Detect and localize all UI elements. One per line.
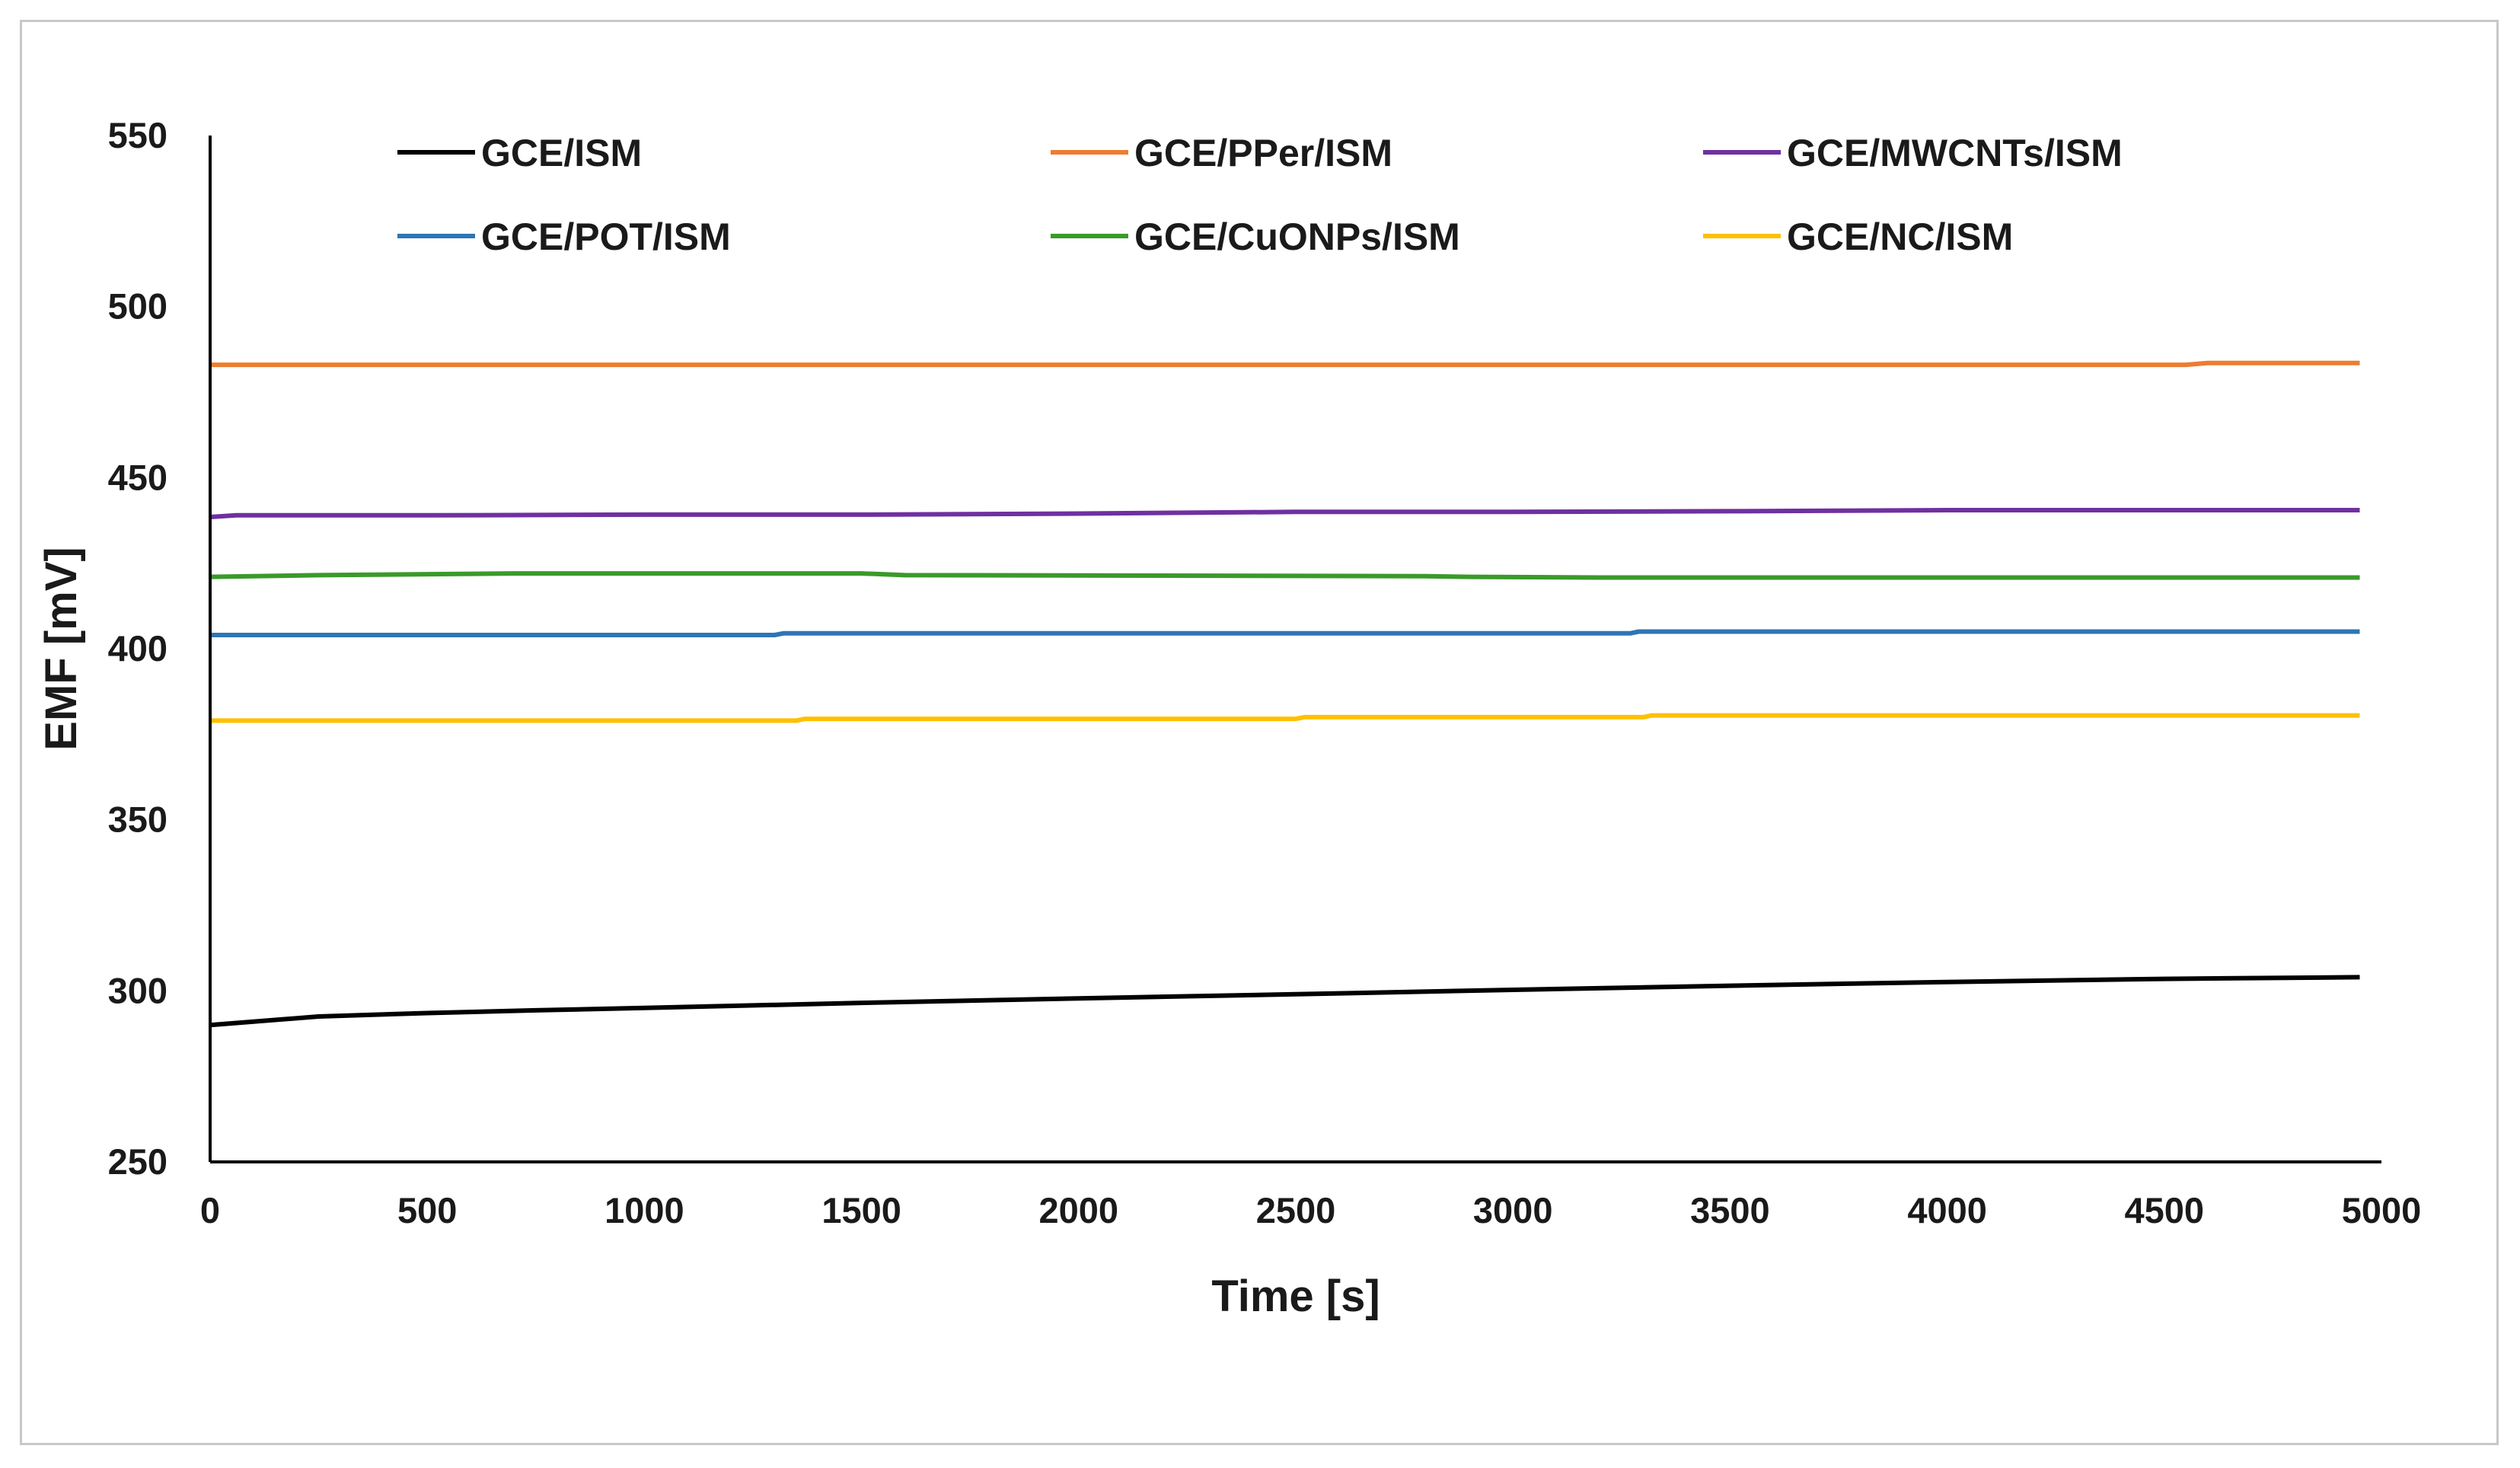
legend-label-3: GCE/POT/ISM: [481, 215, 731, 258]
x-tick-label: 4000: [1907, 1190, 1987, 1230]
x-tick-label: 2000: [1039, 1190, 1119, 1230]
series-line-4: [209, 571, 2360, 580]
series-line-1: [210, 360, 2360, 368]
legend-label-0: GCE/ISM: [481, 132, 642, 174]
x-tick-label: 500: [397, 1190, 457, 1230]
legend-label-5: GCE/NC/ISM: [1787, 215, 2013, 258]
y-tick-label: 350: [108, 799, 167, 840]
series-lines: [209, 360, 2360, 1028]
y-tick-label: 500: [108, 286, 167, 327]
legend-label-4: GCE/CuONPs/ISM: [1134, 215, 1460, 258]
x-tick-label: 3000: [1473, 1190, 1553, 1230]
series-line-5: [210, 713, 2360, 723]
x-tick-label: 2500: [1256, 1190, 1336, 1230]
tick-labels: 250 300 350 400 450 500 550 0 500 1000 1500 2000 250…: [108, 115, 2422, 1230]
x-tick-label: 1000: [604, 1190, 684, 1230]
y-tick-label: 550: [108, 115, 167, 155]
legend: GCE/ISM GCE/PPer/ISM GCE/MWCNTs/ISM GCE/POT…: [397, 132, 2123, 258]
x-axis-title: Time [s]: [1211, 1272, 1380, 1321]
y-tick-label: 450: [108, 457, 167, 497]
y-tick-label: 250: [108, 1141, 167, 1182]
legend-label-1: GCE/PPer/ISM: [1134, 132, 1392, 174]
axes: [209, 136, 2381, 1163]
y-tick-label: 300: [108, 970, 167, 1010]
series-line-0: [209, 975, 2360, 1028]
x-tick-label: 5000: [2342, 1190, 2422, 1230]
x-tick-label: 4500: [2125, 1190, 2205, 1230]
x-tick-label: 0: [200, 1190, 220, 1230]
x-tick-label: 1500: [821, 1190, 901, 1230]
y-tick-label: 400: [108, 628, 167, 669]
chart-frame: [20, 20, 2499, 1445]
y-axis-title: EMF [mV]: [37, 547, 86, 750]
series-line-3: [210, 629, 2360, 637]
legend-label-2: GCE/MWCNTs/ISM: [1787, 132, 2123, 174]
x-tick-label: 3500: [1690, 1190, 1770, 1230]
series-line-2: [209, 508, 2360, 519]
